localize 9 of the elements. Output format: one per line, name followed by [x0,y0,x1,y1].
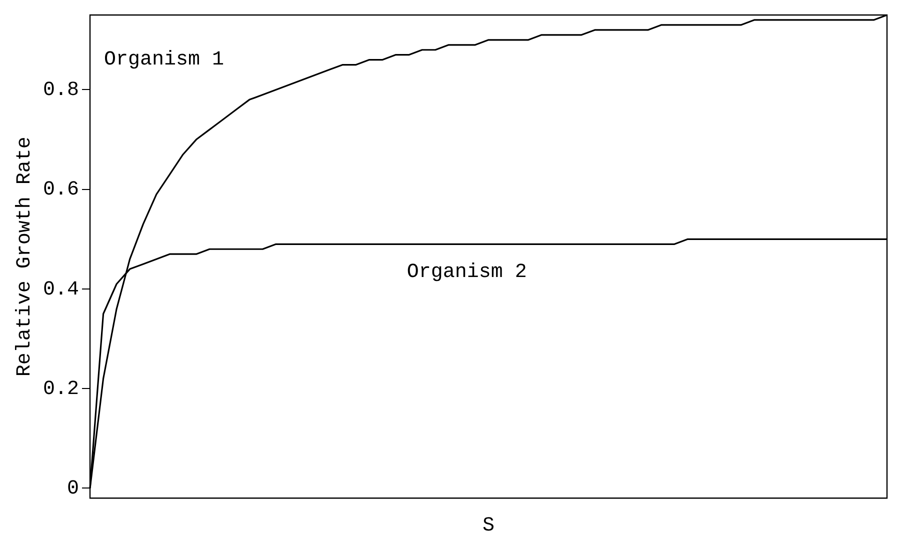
series-label: Organism 2 [406,260,527,284]
series-label: Organism 1 [104,48,224,72]
y-tick-label: 0 [66,478,80,501]
y-tick-label: 0.8 [42,79,80,102]
x-axis-title: S [482,514,495,538]
y-tick-label: 0.6 [42,178,80,202]
y-tick-label: 0.2 [42,378,80,401]
y-tick-label: 0.4 [42,278,80,302]
y-axis-title: Relative Growth Rate [13,136,36,377]
